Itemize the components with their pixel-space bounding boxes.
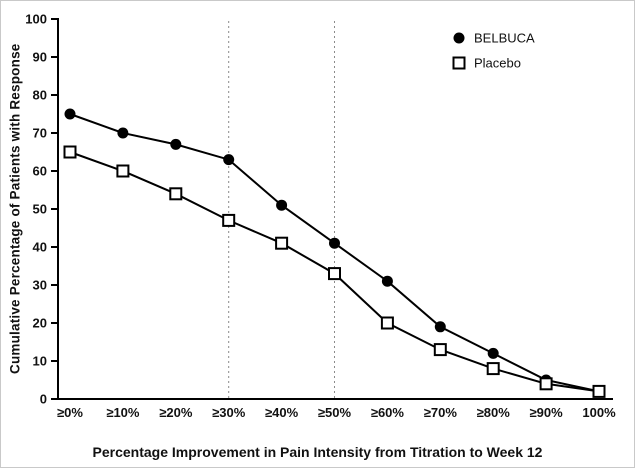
legend-marker-belbuca-filled-circle-icon [453, 32, 465, 44]
data-point-placebo [592, 384, 606, 398]
x-tick-label: ≥20% [159, 405, 193, 420]
x-tick-label: ≥30% [212, 405, 246, 420]
data-point-belbuca [381, 275, 393, 287]
legend-marker-placebo-open-square-icon [452, 56, 466, 70]
x-tick-label: ≥0% [57, 405, 83, 420]
data-point-placebo [433, 343, 447, 357]
data-point-belbuca [64, 108, 76, 120]
y-tick-label: 70 [33, 126, 47, 141]
data-point-placebo [116, 164, 130, 178]
y-tick-label: 50 [33, 202, 47, 217]
x-tick-label: ≥80% [477, 405, 511, 420]
data-point-placebo [222, 213, 236, 227]
legend-label-placebo: Placebo [474, 56, 521, 71]
y-tick-label: 100 [25, 12, 47, 27]
y-tick-label: 60 [33, 164, 47, 179]
data-point-belbuca [329, 237, 340, 249]
x-tick-label: ≥90% [530, 405, 564, 420]
data-point-placebo [380, 316, 394, 330]
y-tick-label: 90 [33, 50, 47, 65]
x-tick-label: ≥60% [371, 405, 405, 420]
y-tick-label: 0 [40, 392, 47, 407]
data-point-belbuca [276, 199, 288, 211]
x-axis-label: Percentage Improvement in Pain Intensity… [92, 444, 543, 460]
data-point-placebo [169, 187, 183, 201]
data-point-belbuca [170, 138, 182, 150]
data-point-belbuca [434, 321, 446, 333]
x-tick-label: 100% [582, 405, 616, 420]
data-point-belbuca [487, 347, 499, 359]
data-point-placebo [328, 267, 341, 281]
data-point-placebo [63, 145, 77, 159]
data-point-placebo [275, 236, 289, 250]
y-tick-label: 80 [33, 88, 47, 103]
x-tick-label: ≥10% [106, 405, 140, 420]
x-tick-label: ≥70% [424, 405, 458, 420]
data-point-belbuca [223, 154, 235, 166]
y-tick-label: 30 [33, 278, 47, 293]
data-point-placebo [539, 377, 553, 391]
x-tick-label: ≥40% [265, 405, 299, 420]
data-point-belbuca [117, 127, 129, 139]
y-tick-label: 20 [33, 316, 47, 331]
legend-label-belbuca: BELBUCA [474, 31, 535, 46]
y-tick-label: 10 [33, 354, 47, 369]
data-point-placebo [486, 362, 500, 376]
x-tick-label: ≥50% [318, 405, 352, 420]
y-tick-label: 40 [33, 240, 47, 255]
chart-plot: 0 10 20 30 40 50 60 70 80 90 100 ≥0% ≥10% ≥20% ≥30% ≥40… [25, 12, 616, 421]
